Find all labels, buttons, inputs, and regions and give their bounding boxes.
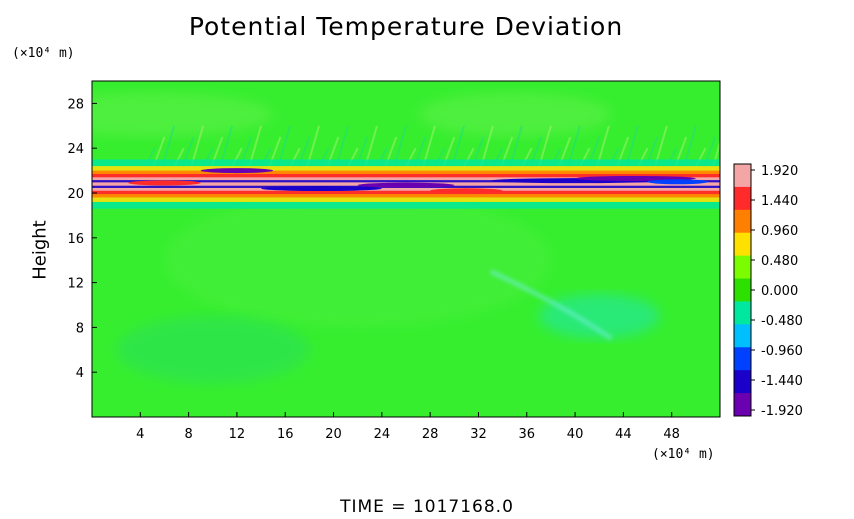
y-tick-label: 12 — [67, 277, 84, 292]
y-axis: 4 8 12 16 20 24 28 — [67, 97, 97, 381]
x-tick-label: 44 — [615, 427, 632, 442]
colorbar-tick-label: 0.960 — [761, 224, 798, 239]
x-axis: 4 8 12 16 20 24 28 32 36 40 44 48 — [136, 412, 680, 442]
x-tick-label: 16 — [277, 427, 294, 442]
colorbar-tick-label: -0.480 — [761, 314, 803, 329]
y-axis-unit: (×10⁴ m) — [12, 46, 75, 61]
y-tick-label: 28 — [67, 97, 84, 112]
band-streak — [430, 188, 503, 194]
x-tick-label: 48 — [663, 427, 680, 442]
heatmap-field — [92, 81, 720, 417]
colorbar-swatch — [734, 347, 751, 371]
colorbar-swatch — [734, 232, 751, 257]
colorbar-tick-label: 0.480 — [761, 254, 798, 269]
field-blob — [164, 193, 551, 328]
colorbar-swatch — [734, 393, 751, 417]
x-tick-label: 28 — [422, 427, 439, 442]
chart-title: Potential Temperature Deviation — [188, 12, 624, 41]
band-streak — [261, 186, 382, 192]
colorbar-swatch — [734, 164, 751, 188]
y-tick-label: 4 — [76, 366, 84, 381]
field-streak — [489, 269, 613, 341]
colorbar-tick-label: -0.960 — [761, 344, 803, 359]
colorbar-swatch — [734, 209, 751, 234]
x-tick-label: 4 — [136, 427, 144, 442]
time-label: TIME = 1017168.0 — [340, 497, 514, 517]
field-blob — [538, 293, 660, 339]
colorbar-tick-label: -1.920 — [761, 404, 803, 419]
x-tick-label: 36 — [518, 427, 535, 442]
x-axis-unit: (×10⁴ m) — [652, 447, 715, 462]
y-tick-label: 8 — [76, 321, 84, 336]
colorbar-tick-label: 1.440 — [761, 194, 798, 209]
x-tick-label: 32 — [470, 427, 487, 442]
x-tick-label: 8 — [184, 427, 192, 442]
y-tick-label: 20 — [67, 187, 84, 202]
band-streak — [200, 168, 274, 174]
colorbar-tick-label: -1.440 — [761, 374, 803, 389]
band-streak — [128, 180, 201, 186]
x-tick-label: 12 — [229, 427, 246, 442]
colorbar-swatch — [734, 278, 751, 302]
field-blob — [116, 316, 310, 384]
plot-frame — [91, 80, 721, 418]
colorbar: 1.920 1.440 0.960 0.480 0.000 -0.480 -0.960 -1.… — [733, 163, 803, 419]
field-blob — [418, 92, 612, 137]
y-tick-label: 24 — [67, 142, 84, 157]
colorbar-swatch — [734, 324, 751, 348]
colorbar-swatch — [734, 186, 751, 211]
band-streaks — [128, 168, 708, 194]
x-tick-label: 24 — [374, 427, 391, 442]
y-tick-label: 16 — [67, 232, 84, 247]
colorbar-swatch — [734, 255, 751, 280]
band-streak — [357, 182, 455, 188]
band-streak — [647, 179, 708, 185]
colorbar-swatch — [734, 370, 751, 394]
field-blob — [92, 92, 274, 137]
colorbar-tick-label: 0.000 — [761, 284, 798, 299]
x-tick-label: 40 — [567, 427, 584, 442]
colorbar-tick-label: 1.920 — [761, 164, 798, 179]
x-tick-label: 20 — [325, 427, 342, 442]
colorbar-swatch — [734, 301, 751, 325]
